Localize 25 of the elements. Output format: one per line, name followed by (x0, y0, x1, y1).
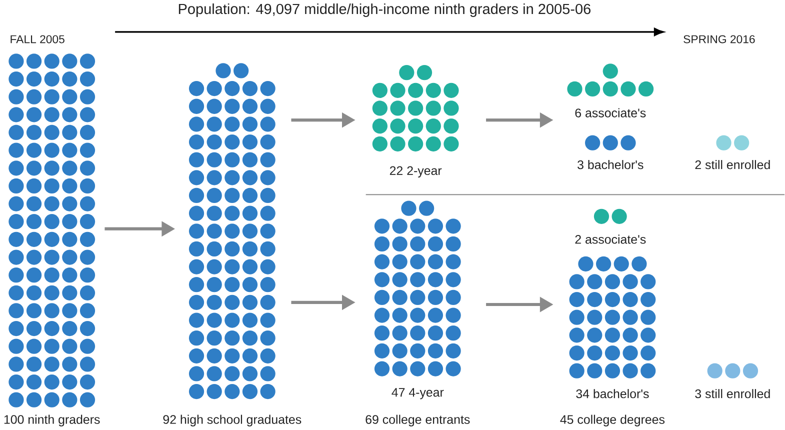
category-label: 2-year (407, 166, 442, 178)
category-label: bachelor's (594, 389, 649, 398)
category-label: associate's (586, 108, 646, 118)
category-label: still enrolled (705, 160, 770, 170)
data-label: 3 (695, 389, 702, 398)
category-label: bachelor's (588, 160, 644, 170)
data-label: 92 (163, 415, 176, 424)
data-label: 3 (578, 160, 584, 170)
category-label: 4-year (408, 388, 444, 400)
data-label: 6 (575, 108, 582, 118)
text: Population: 49,097 middle/high-income ninth graders in 2005-06 (178, 4, 590, 18)
data-label: 2 (575, 235, 581, 244)
text: SPRING 2016 (684, 35, 755, 44)
data-label: 22 (390, 166, 403, 176)
data-label: 47 (392, 388, 405, 397)
data-label: 100 (4, 415, 24, 424)
category-label: still enrolled (705, 389, 770, 398)
text: 69 college entrants (366, 414, 470, 426)
category-label: associate's (586, 234, 646, 244)
category-label: ninth graders (28, 414, 100, 426)
text: FALL 2005 (10, 35, 64, 44)
data-label: 34 (576, 389, 590, 398)
data-label: 2 (695, 160, 701, 170)
category-label: high school graduates (180, 414, 302, 426)
text: 45 college degrees (560, 414, 665, 426)
